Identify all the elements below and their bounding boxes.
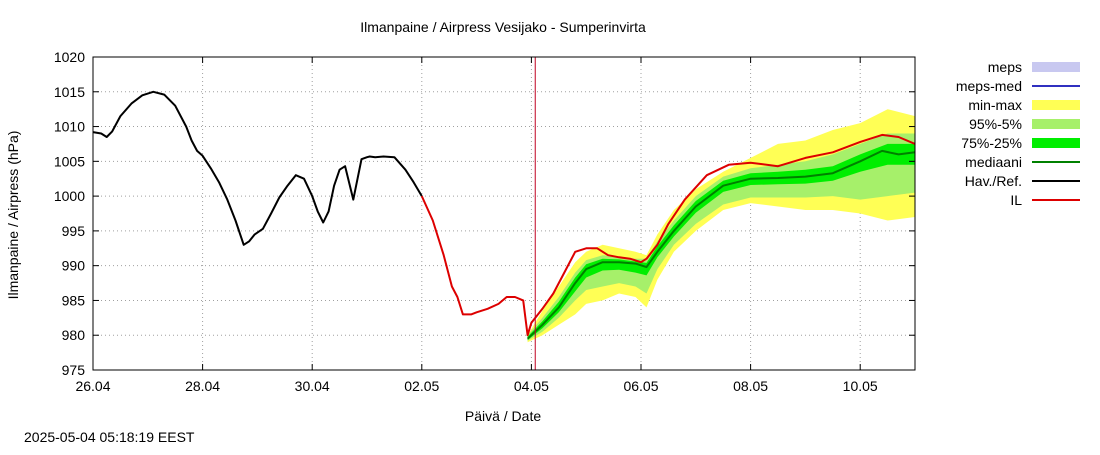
y-tick-label: 985 <box>62 292 86 308</box>
y-tick-label: 1005 <box>54 153 85 169</box>
legend-label: meps-med <box>956 78 1022 94</box>
legend-swatch <box>1032 62 1080 72</box>
series-line-Hav./Ref. <box>92 90 423 246</box>
series-line-IL <box>420 133 916 337</box>
legend-label: 75%-25% <box>961 135 1022 151</box>
series-layer <box>92 90 916 340</box>
x-tick-label: 28.04 <box>185 378 220 394</box>
x-tick-label: 30.04 <box>295 378 330 394</box>
y-tick-label: 1000 <box>54 188 85 204</box>
legend-swatch <box>1032 119 1080 129</box>
legend: meps meps-med min-max 95%-5% 75%-25% mediaani… <box>956 59 1080 208</box>
legend-label: Hav./Ref. <box>965 173 1022 189</box>
band-95%-5% <box>527 133 915 341</box>
series-line-mediaani <box>526 149 916 340</box>
y-tick-label: 990 <box>62 258 86 274</box>
grid-layer <box>93 57 915 370</box>
chart-title: Ilmanpaine / Airpress Vesijako - Sumperi… <box>360 19 646 35</box>
y-tick-label: 995 <box>62 223 86 239</box>
legend-label: IL <box>1010 192 1022 208</box>
x-tick-label: 02.05 <box>404 378 439 394</box>
band-layer <box>527 109 915 343</box>
x-tick-label: 04.05 <box>514 378 549 394</box>
y-tick-label: 1010 <box>54 119 85 135</box>
legend-label: mediaani <box>965 154 1022 170</box>
x-axis-label: Päivä / Date <box>465 408 541 424</box>
plot-frame <box>92 56 916 371</box>
legend-label: meps <box>988 59 1022 75</box>
y-tick-label: 975 <box>62 362 86 378</box>
timestamp: 2025-05-04 05:18:19 EEST <box>24 429 195 445</box>
x-tick-label: 08.05 <box>733 378 768 394</box>
y-axis-label: Ilmanpaine / Airpress (hPa) <box>5 131 21 300</box>
x-tick-label: 26.04 <box>75 378 110 394</box>
legend-label: min-max <box>968 97 1022 113</box>
y-tick-label: 980 <box>62 327 86 343</box>
legend-label: 95%-5% <box>969 116 1022 132</box>
x-tick-label: 10.05 <box>843 378 878 394</box>
tick-layer: 975 980 985 990 995 1000 1005 1010 1015 1020 26.04… <box>54 49 915 394</box>
legend-swatch <box>1032 100 1080 110</box>
x-tick-label: 06.05 <box>623 378 658 394</box>
y-tick-label: 1020 <box>54 49 85 65</box>
legend-swatch <box>1032 138 1080 148</box>
band-75%-25% <box>527 143 915 341</box>
y-tick-label: 1015 <box>54 84 85 100</box>
